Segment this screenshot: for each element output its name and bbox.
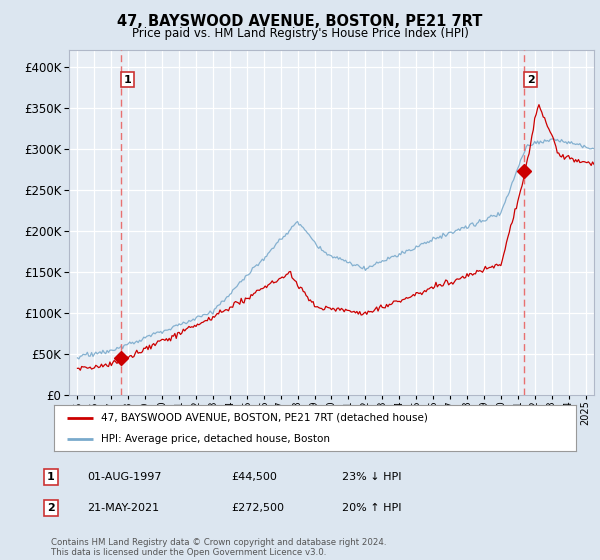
Text: 47, BAYSWOOD AVENUE, BOSTON, PE21 7RT (detached house): 47, BAYSWOOD AVENUE, BOSTON, PE21 7RT (d… <box>101 413 428 423</box>
Text: Contains HM Land Registry data © Crown copyright and database right 2024.
This d: Contains HM Land Registry data © Crown c… <box>51 538 386 557</box>
Text: 1: 1 <box>47 472 55 482</box>
Text: 23% ↓ HPI: 23% ↓ HPI <box>342 472 401 482</box>
Text: 2: 2 <box>47 503 55 513</box>
Text: £44,500: £44,500 <box>231 472 277 482</box>
Text: Price paid vs. HM Land Registry's House Price Index (HPI): Price paid vs. HM Land Registry's House … <box>131 27 469 40</box>
Text: HPI: Average price, detached house, Boston: HPI: Average price, detached house, Bost… <box>101 434 330 444</box>
Text: 47, BAYSWOOD AVENUE, BOSTON, PE21 7RT: 47, BAYSWOOD AVENUE, BOSTON, PE21 7RT <box>118 14 482 29</box>
Text: 1: 1 <box>124 74 131 85</box>
Text: 01-AUG-1997: 01-AUG-1997 <box>87 472 161 482</box>
Text: 20% ↑ HPI: 20% ↑ HPI <box>342 503 401 513</box>
Text: 21-MAY-2021: 21-MAY-2021 <box>87 503 159 513</box>
Text: 2: 2 <box>527 74 535 85</box>
Text: £272,500: £272,500 <box>231 503 284 513</box>
